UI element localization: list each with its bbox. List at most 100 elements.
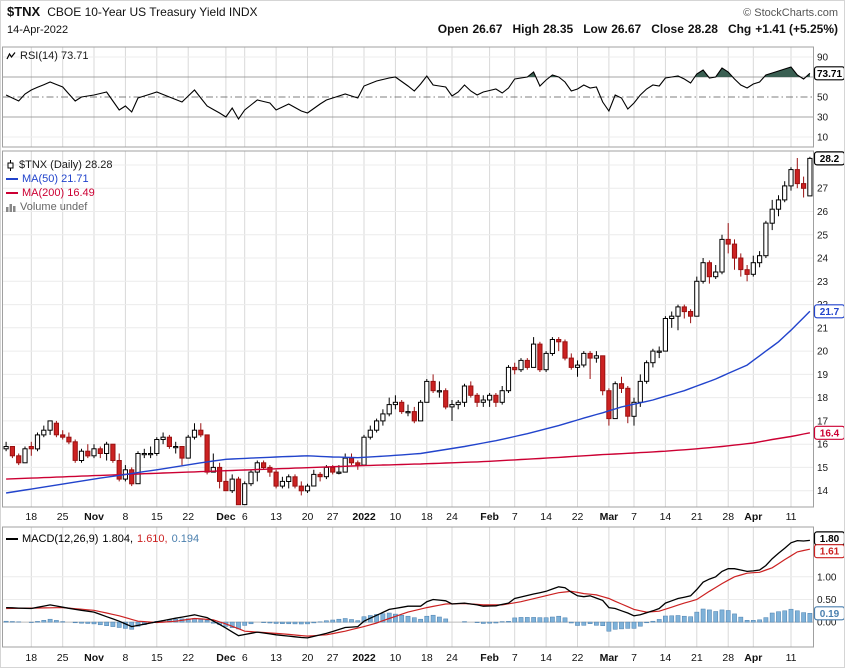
x-axis-label: Apr [744, 652, 762, 664]
price-axis-label: 23 [817, 277, 829, 288]
close-value: 28.28 [687, 22, 718, 36]
x-axis-label: Dec [216, 652, 235, 664]
symbol: $TNX [7, 4, 41, 19]
low-label: Low [583, 22, 608, 36]
close-label: Close [651, 22, 684, 36]
x-axis-label: 13 [270, 652, 282, 664]
price-legend-label: $TNX (Daily) 28.28 [19, 159, 113, 171]
x-axis-label: 8 [123, 511, 129, 523]
y-axis: 272625242322212019181716151428.221.716.4… [813, 53, 844, 629]
macd-value-box-label: 1.80 [820, 534, 840, 545]
x-axis-label: 18 [25, 652, 37, 664]
x-axis-label: Nov [84, 652, 104, 664]
ma200-value-box-label: 16.4 [820, 428, 840, 439]
x-axis-label: 7 [631, 511, 637, 523]
x-axis-label: 27 [327, 652, 339, 664]
x-axis-label: 22 [182, 652, 194, 664]
ma200-value-box [813, 425, 844, 440]
price-axis-label: 26 [817, 207, 829, 218]
header: $TNX CBOE 10-Year US Treasury Yield INDX… [7, 4, 838, 19]
open-label: Open [437, 22, 469, 36]
x-axis-label: 22 [182, 511, 194, 523]
low-value: 26.67 [611, 22, 642, 36]
instrument-name: CBOE 10-Year US Treasury Yield INDX [47, 5, 258, 19]
x-axis-label: 6 [242, 652, 248, 664]
price-axis-label: 21 [817, 323, 829, 334]
candlesticks [3, 156, 813, 506]
x-axis-label: 22 [572, 511, 584, 523]
last-price-box-label: 28.2 [820, 154, 840, 165]
price-axis-label: 20 [817, 347, 829, 358]
high-label: High [512, 22, 540, 36]
x-axis-label: 28 [722, 511, 734, 523]
stockcharts-credit[interactable]: © StockCharts.com [743, 7, 838, 19]
x-axis-label: Apr [744, 511, 762, 523]
x-axis-label: 13 [270, 511, 282, 523]
gridlines [3, 47, 813, 647]
macd-axis-label: 0.00 [817, 618, 837, 629]
signal-value-box-label: 1.61 [820, 547, 840, 558]
chg-label: Chg [727, 22, 752, 36]
x-axis-label: 14 [660, 511, 672, 523]
x-axis-label: Mar [600, 511, 619, 523]
macd-signal-value: 1.610, [137, 533, 168, 545]
x-axis-label: 10 [390, 652, 402, 664]
x-axis-label: 6 [242, 511, 248, 523]
x-axis-label: 22 [572, 652, 584, 664]
x-axis-label: 18 [421, 511, 433, 523]
quote-row: 14-Apr-2022 Open 26.67 High 28.35 Low 26.67… [7, 22, 838, 36]
volume-icon [6, 203, 16, 212]
panel-frames [2, 46, 814, 648]
ma200-line-swatch [6, 192, 18, 194]
x-axis-label: 25 [57, 511, 69, 523]
x-axis-label: 7 [631, 652, 637, 664]
rsi-axis-label: 90 [817, 53, 829, 64]
rsi-panel [5, 66, 811, 121]
macd-label: MACD(12,26,9) [22, 533, 99, 545]
macd-hist-value: 0.194 [171, 533, 200, 545]
ohlc-quote: Open 26.67 High 28.35 Low 26.67 Close 28.28 … [438, 22, 838, 36]
price-axis-label: 25 [817, 230, 829, 241]
x-axis-label: 15 [151, 652, 163, 664]
macd-line-swatch [6, 538, 18, 540]
price-axis-label: 27 [817, 184, 829, 195]
x-axis-label: 7 [512, 652, 518, 664]
signal-value-box [813, 544, 844, 559]
indicator-icon [6, 51, 16, 61]
x-axis-label: Mar [600, 652, 619, 664]
rsi-label: RSI(14) 73.71 [20, 50, 89, 62]
x-axis-label: 8 [123, 652, 129, 664]
price-legend: $TNX (Daily) 28.28 MA(50) 21.71 MA(200) … [6, 158, 113, 214]
x-axis-label: 25 [57, 652, 69, 664]
price-axis-label: 16 [817, 440, 829, 451]
x-axis-label: 18 [25, 511, 37, 523]
macd-axis-label: 0.50 [817, 595, 837, 606]
x-axis-label: 7 [512, 511, 518, 523]
x-axis-label: 20 [302, 652, 314, 664]
macd-panel [3, 539, 813, 639]
x-axis-label: Feb [480, 652, 499, 664]
x-axis-label: 10 [390, 511, 402, 523]
price-axis-label: 19 [817, 370, 829, 381]
candlestick-icon [6, 159, 15, 171]
x-axis-label: Dec [216, 511, 235, 523]
hist-value-box-label: 0.19 [820, 609, 840, 620]
x-axis-label: 20 [302, 511, 314, 523]
ma50-label: MA(50) 21.71 [22, 173, 89, 185]
rsi-legend: RSI(14) 73.71 [6, 49, 88, 63]
rsi-axis-label: 30 [817, 113, 829, 124]
x-axis-label: 14 [540, 511, 552, 523]
volume-label: Volume undef [20, 201, 88, 213]
chart-date: 14-Apr-2022 [7, 24, 69, 36]
x-axis-label: 21 [691, 511, 703, 523]
ma50-value-box [813, 304, 844, 319]
last-price-box [813, 151, 844, 166]
macd-value: 1.804, [102, 533, 134, 545]
x-axis-label: 28 [722, 652, 734, 664]
x-axis-label: Nov [84, 511, 104, 523]
x-axis-label: 18 [421, 652, 433, 664]
x-axis: 18 18 25 25 Nov Nov 8 8 15 15 22 22 Dec Dec 6 6 13 13 20 20… [25, 511, 796, 664]
price-axis-label: 18 [817, 393, 829, 404]
